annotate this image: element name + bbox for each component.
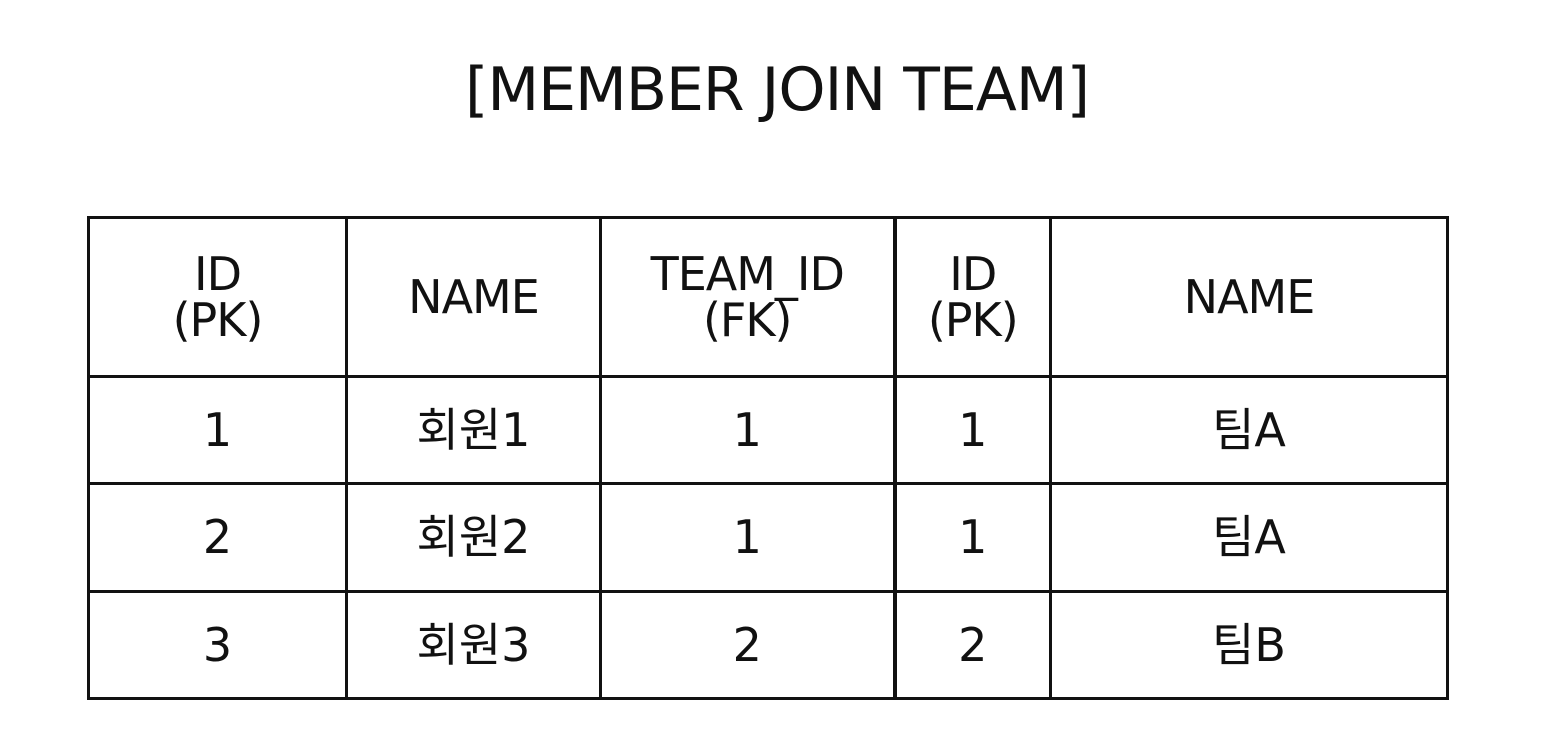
cell-member-team-id: 1	[599, 374, 897, 486]
cell-member-team-id: 2	[599, 589, 897, 701]
cell-team-id: 1	[892, 482, 1052, 593]
table-row: 2 회원2 1 1 팀A	[87, 482, 1449, 593]
header-label: NAME	[1183, 269, 1316, 324]
cell-team-id: 2	[892, 589, 1052, 701]
header-key-label: (PK)	[927, 292, 1019, 347]
cell-team-name: 팀A	[1049, 482, 1449, 593]
header-key-label: (FK)	[702, 292, 793, 347]
cell-member-name: 회원2	[345, 482, 602, 593]
header-label: NAME	[408, 269, 540, 324]
table-row: 3 회원3 2 2 팀B	[87, 589, 1449, 701]
cell-team-id: 1	[892, 374, 1052, 486]
header-key-label: (PK)	[172, 292, 264, 347]
cell-member-id: 2	[87, 482, 348, 593]
table-header-row: ID (PK) NAME TEAM_ID (FK) ID (PK) NAME	[87, 216, 1449, 378]
cell-member-name: 회원3	[345, 589, 602, 701]
header-label: ID	[194, 246, 242, 301]
header-member-name: NAME	[345, 216, 602, 378]
cell-team-name: 팀A	[1049, 374, 1449, 486]
cell-member-team-id: 1	[599, 482, 897, 593]
diagram-title: [MEMBER JOIN TEAM]	[464, 55, 1090, 125]
cell-member-id: 1	[87, 374, 348, 486]
header-label: ID	[949, 246, 997, 301]
cell-team-name: 팀B	[1049, 589, 1449, 701]
header-label: TEAM_ID	[650, 246, 845, 301]
header-team-id: ID (PK)	[892, 216, 1052, 378]
header-member-team-id: TEAM_ID (FK)	[599, 216, 897, 378]
join-result-table: ID (PK) NAME TEAM_ID (FK) ID (PK) NAME 1…	[87, 216, 1449, 701]
table-row: 1 회원1 1 1 팀A	[87, 374, 1449, 486]
header-member-id: ID (PK)	[87, 216, 348, 378]
cell-member-name: 회원1	[345, 374, 602, 486]
header-team-name: NAME	[1049, 216, 1449, 378]
cell-member-id: 3	[87, 589, 348, 701]
